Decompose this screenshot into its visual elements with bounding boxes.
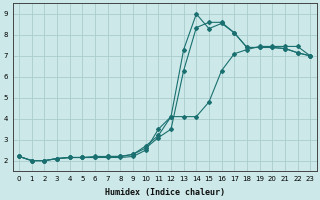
X-axis label: Humidex (Indice chaleur): Humidex (Indice chaleur)	[105, 188, 225, 197]
